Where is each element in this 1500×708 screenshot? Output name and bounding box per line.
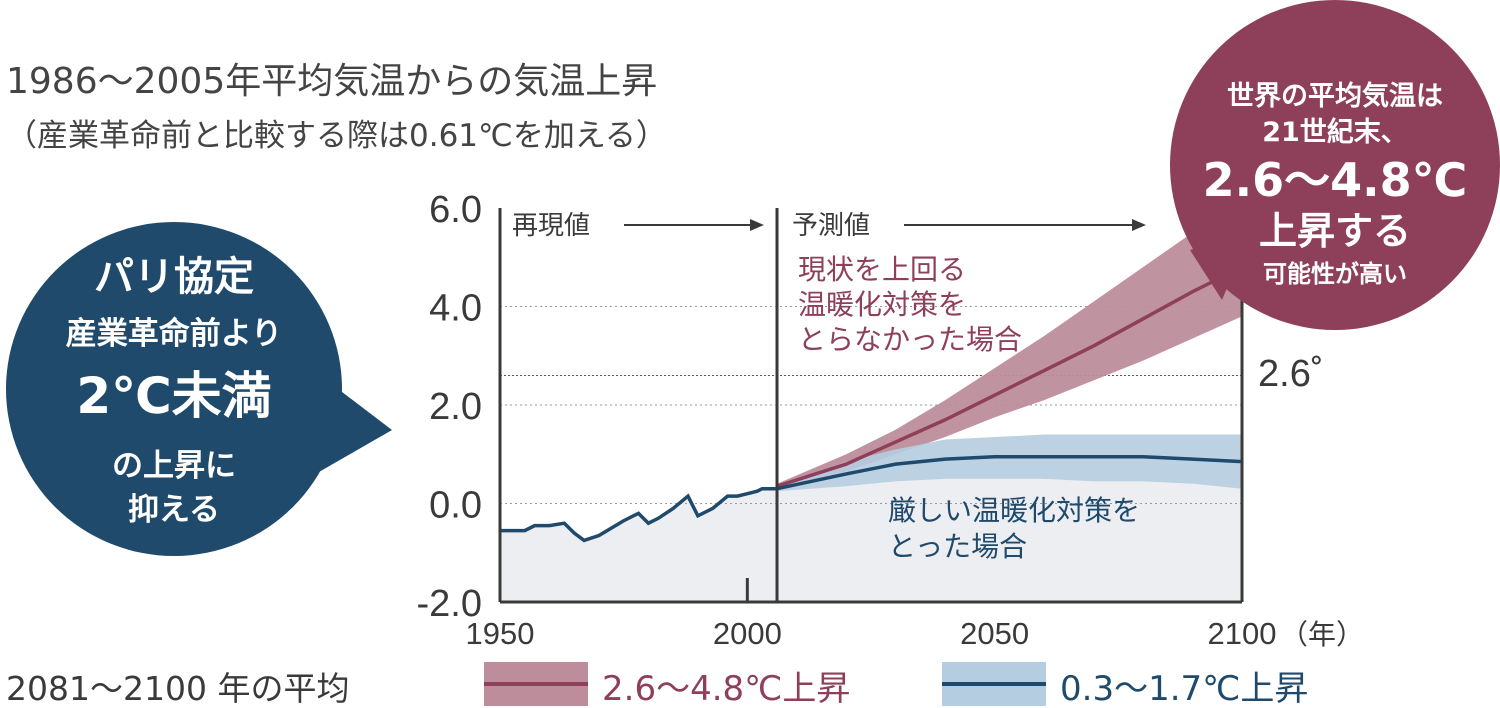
- y-tick-label: -2.0: [417, 583, 482, 625]
- legend-title: 2081～2100 年の平均: [6, 669, 349, 708]
- high-scenario-line: [776, 265, 1243, 488]
- low-scenario-band: [777, 434, 1242, 492]
- historical-arrowhead: [750, 219, 764, 231]
- world-line-1: 世界の平均気温は: [1227, 81, 1443, 112]
- paris-title: パリ協定: [94, 254, 254, 300]
- high-scenario-annotation: 現状を上回る: [798, 253, 966, 286]
- world-line-4: 上昇する: [1258, 209, 1411, 253]
- legend-low-label: 0.3～1.7℃上昇: [1060, 669, 1308, 708]
- historical-fill: [500, 488, 778, 602]
- projection-arrowhead: [1132, 219, 1146, 231]
- y-tick-label: 6.0: [429, 189, 482, 231]
- world-forecast-bubble: 世界の平均気温は 21世紀末、 2.6～4.8℃ 上昇する 可能性が高い: [1170, 0, 1500, 330]
- chart-subtitle: （産業革命前と比較する際は0.61℃を加える）: [6, 118, 667, 154]
- world-line-3: 2.6～4.8℃: [1202, 153, 1468, 207]
- low-scenario-annotation: とった場合: [888, 530, 1027, 563]
- paris-agreement-bubble: パリ協定 産業革命前より 2℃未満 の上昇に 抑える: [6, 222, 342, 556]
- high-scenario-annotation: 温暖化対策を: [798, 288, 966, 321]
- y-tick-label: 2.0: [429, 386, 482, 428]
- low-scenario-annotation: 厳しい温暖化対策を: [888, 494, 1140, 527]
- y-tick-label: 4.0: [429, 288, 482, 330]
- projection-section-label: 予測値: [792, 211, 870, 241]
- y-tick-label: 0.0: [429, 485, 482, 527]
- x-tick-label: 1950: [466, 616, 535, 651]
- x-tick-label: 2100: [1208, 616, 1277, 651]
- paris-line-5: 抑える: [127, 492, 221, 528]
- world-line-5: 可能性が高い: [1263, 260, 1407, 288]
- historical-line: [500, 486, 778, 543]
- paris-line-2: 産業革命前より: [65, 316, 283, 352]
- world-line-2: 21世紀末、: [1262, 117, 1408, 148]
- paris-line-3: 2℃未満: [76, 367, 272, 425]
- x-tick-label: 2050: [960, 616, 1029, 651]
- x-unit-label: （年）: [1280, 618, 1364, 651]
- legend-high-label: 2.6～4.8℃上昇: [602, 669, 850, 708]
- high-scenario-annotation: とらなかった場合: [798, 323, 1022, 356]
- x-tick-label: 2000: [713, 616, 782, 651]
- historical-section-label: 再現値: [512, 211, 590, 241]
- low-scenario-line: [776, 454, 1243, 491]
- paris-line-4: の上昇に: [112, 448, 236, 484]
- projection-fill: [777, 478, 1242, 602]
- reference-line-label: 2.6˚: [1258, 353, 1323, 395]
- chart-title: 1986～2005年平均気温からの気温上昇: [6, 61, 658, 102]
